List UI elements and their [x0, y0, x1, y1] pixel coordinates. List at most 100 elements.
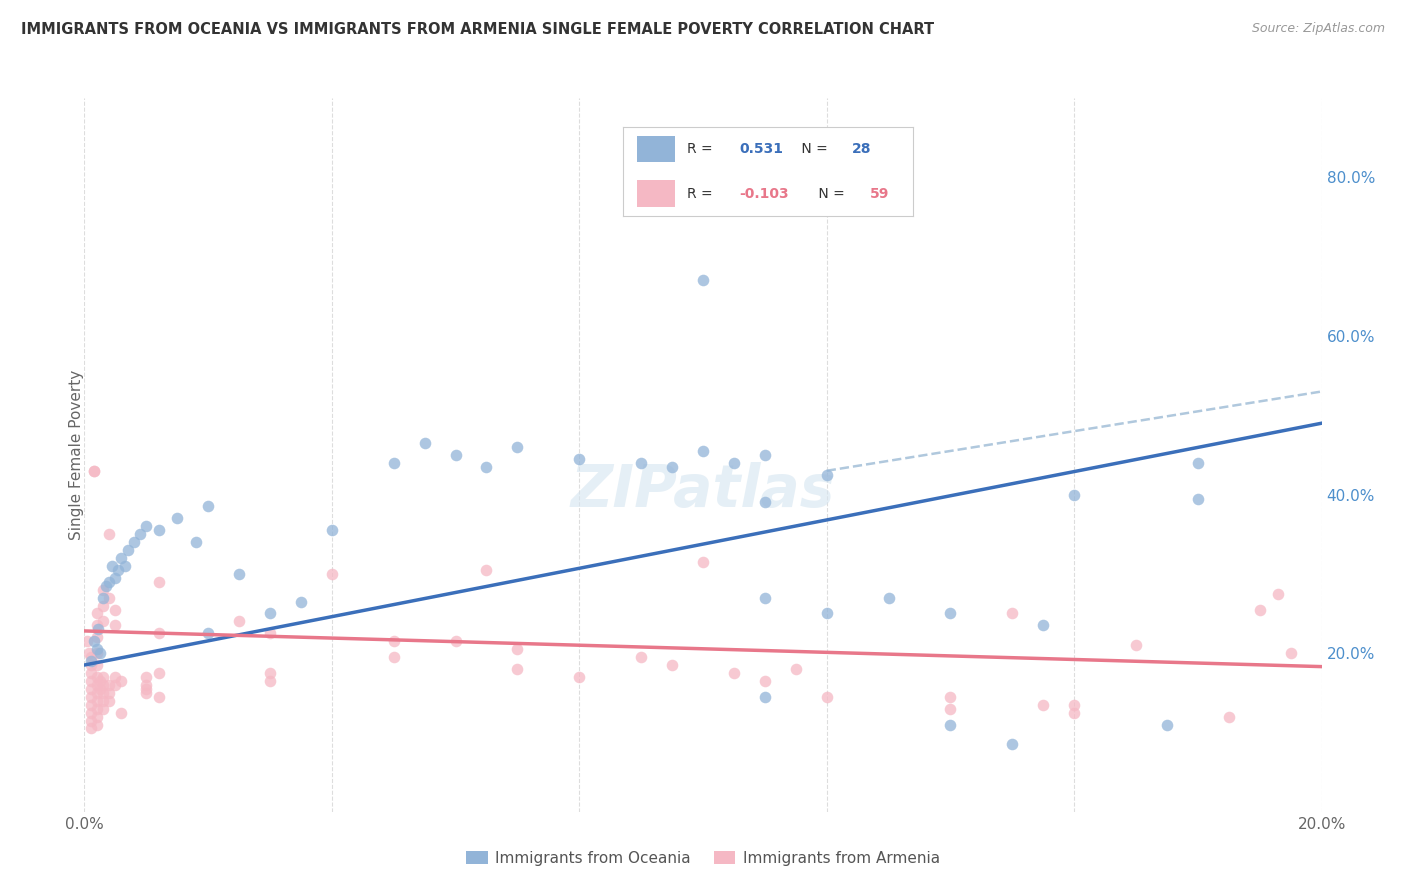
Point — [754, 591, 776, 605]
Point — [104, 678, 127, 692]
Point — [83, 464, 105, 478]
Point — [86, 642, 108, 657]
Point — [135, 519, 157, 533]
Point — [135, 681, 157, 696]
Point — [98, 678, 121, 692]
Point — [1279, 646, 1302, 660]
Point — [228, 615, 250, 629]
Point — [382, 634, 405, 648]
Point — [86, 658, 108, 673]
Point — [1063, 706, 1085, 720]
Point — [104, 670, 127, 684]
Point — [692, 444, 714, 458]
Point — [79, 665, 101, 680]
Point — [506, 642, 529, 657]
Point — [91, 615, 114, 629]
Point — [228, 566, 250, 581]
Point — [939, 690, 962, 704]
Point — [91, 670, 114, 684]
Point — [86, 630, 108, 644]
Point — [135, 670, 157, 684]
Text: Source: ZipAtlas.com: Source: ZipAtlas.com — [1251, 22, 1385, 36]
Point — [86, 678, 108, 692]
Point — [98, 574, 121, 589]
Point — [197, 500, 219, 514]
Point — [98, 591, 121, 605]
Point — [1032, 618, 1054, 632]
Point — [785, 662, 807, 676]
Point — [86, 618, 108, 632]
Point — [89, 673, 111, 688]
Point — [98, 686, 121, 700]
Point — [91, 678, 114, 692]
Point — [723, 456, 745, 470]
Point — [939, 701, 962, 715]
Point — [939, 717, 962, 731]
Point — [148, 665, 170, 680]
Point — [692, 273, 714, 287]
Point — [754, 673, 776, 688]
Text: IMMIGRANTS FROM OCEANIA VS IMMIGRANTS FROM ARMENIA SINGLE FEMALE POVERTY CORRELA: IMMIGRANTS FROM OCEANIA VS IMMIGRANTS FR… — [21, 22, 934, 37]
Point — [321, 523, 343, 537]
Point — [475, 563, 498, 577]
Point — [1125, 638, 1147, 652]
Point — [86, 694, 108, 708]
Point — [148, 574, 170, 589]
Point — [815, 607, 838, 621]
Point — [135, 686, 157, 700]
Point — [98, 527, 121, 541]
Point — [382, 456, 405, 470]
Point — [79, 646, 101, 660]
Point — [630, 650, 652, 665]
Point — [91, 591, 114, 605]
Point — [815, 690, 838, 704]
Point — [321, 566, 343, 581]
Point — [79, 690, 101, 704]
Point — [104, 618, 127, 632]
Point — [79, 698, 101, 712]
Point — [815, 467, 838, 482]
Point — [475, 459, 498, 474]
Point — [117, 543, 139, 558]
Point — [1063, 487, 1085, 501]
Point — [86, 717, 108, 731]
Point — [630, 456, 652, 470]
Text: ZIPatlas: ZIPatlas — [571, 462, 835, 519]
Point — [110, 551, 132, 566]
Point — [148, 626, 170, 640]
Point — [1187, 456, 1209, 470]
Point — [94, 579, 117, 593]
Point — [197, 626, 219, 640]
Point — [91, 694, 114, 708]
Point — [661, 459, 683, 474]
Point — [79, 714, 101, 728]
Point — [122, 535, 145, 549]
Point — [87, 623, 110, 637]
Point — [104, 602, 127, 616]
Point — [91, 701, 114, 715]
Point — [1001, 607, 1024, 621]
Point — [86, 686, 108, 700]
Point — [754, 448, 776, 462]
Point — [79, 722, 101, 736]
Point — [148, 523, 170, 537]
Point — [89, 646, 111, 660]
Point — [1249, 602, 1271, 616]
Point — [877, 591, 900, 605]
Point — [101, 558, 124, 573]
Point — [259, 673, 281, 688]
Point — [83, 634, 105, 648]
Point — [754, 690, 776, 704]
Point — [1032, 698, 1054, 712]
Point — [1156, 717, 1178, 731]
Point — [114, 558, 136, 573]
Point — [91, 599, 114, 613]
Point — [129, 527, 152, 541]
Point — [1063, 698, 1085, 712]
Point — [83, 464, 105, 478]
Point — [1267, 587, 1289, 601]
Point — [79, 706, 101, 720]
Point — [91, 582, 114, 597]
Point — [184, 535, 207, 549]
Point — [661, 658, 683, 673]
